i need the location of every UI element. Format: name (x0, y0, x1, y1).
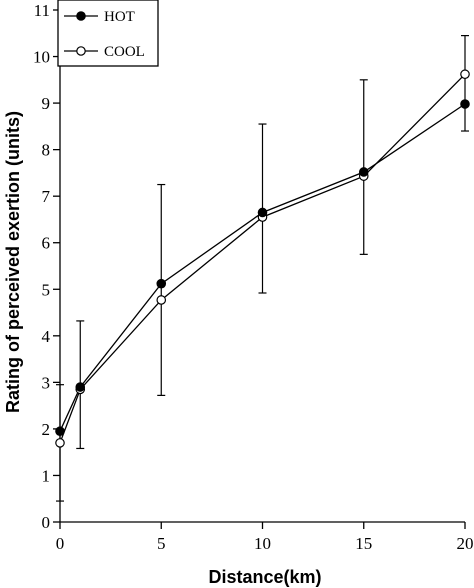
y-tick-label: 7 (42, 187, 51, 206)
data-points (55, 69, 470, 448)
series-line-cool (59, 73, 466, 444)
y-tick-label: 6 (42, 234, 51, 253)
y-axis-title: Rating of perceived exertion (units) (3, 111, 23, 413)
y-tick-label: 8 (42, 141, 51, 160)
x-tick-label: 5 (157, 534, 166, 553)
data-point-cool (55, 438, 65, 448)
legend-box (57, 0, 159, 67)
x-axis-ticks: 0 5 10 15 20 (56, 522, 474, 553)
x-tick-label: 0 (56, 534, 65, 553)
y-axis-ticks: 0 1 2 3 4 5 6 7 8 9 10 11 (33, 1, 60, 532)
data-point-hot (358, 167, 369, 177)
legend: HOT COOL (57, 0, 159, 67)
error-bars (56, 34, 469, 502)
x-axis-title: Distance(km) (208, 567, 321, 587)
data-point-hot (156, 278, 167, 289)
y-tick-label: 4 (42, 327, 51, 346)
legend-label-hot: HOT (104, 9, 135, 25)
y-tick-label: 3 (42, 373, 51, 392)
data-point-cool (460, 69, 470, 80)
data-point-hot (75, 382, 86, 392)
y-tick-label: 0 (42, 513, 51, 532)
legend-marker-hot (76, 11, 86, 21)
data-point-hot (257, 207, 268, 218)
y-tick-label: 9 (42, 94, 51, 113)
series-line-hot (59, 103, 466, 432)
data-point-hot (55, 426, 65, 437)
x-tick-label: 15 (355, 534, 372, 553)
y-tick-label: 10 (33, 48, 50, 67)
x-tick-label: 10 (254, 534, 271, 553)
x-tick-label: 20 (457, 534, 474, 553)
y-tick-label: 11 (34, 1, 50, 20)
legend-marker-cool (76, 46, 86, 56)
y-tick-label: 5 (42, 280, 51, 299)
data-point-hot (460, 99, 470, 109)
data-point-cool (156, 295, 167, 305)
series-lines (59, 73, 466, 444)
y-tick-label: 2 (42, 420, 51, 439)
y-tick-label: 1 (42, 466, 51, 485)
legend-label-cool: COOL (104, 44, 145, 60)
